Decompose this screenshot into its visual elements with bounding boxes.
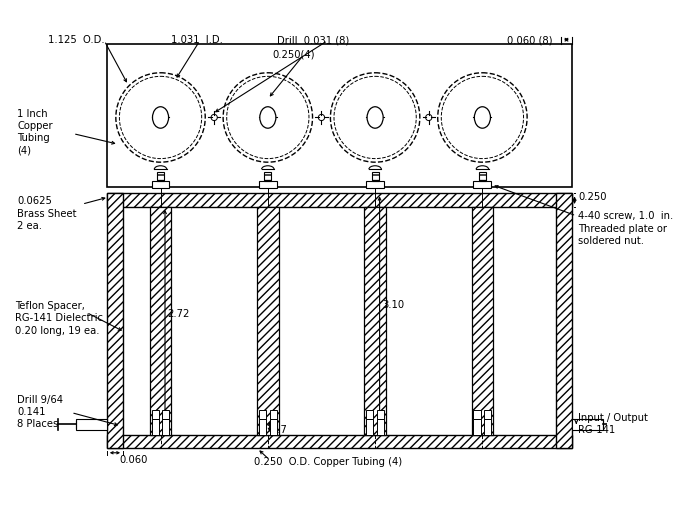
Text: 0.060: 0.060 bbox=[120, 455, 148, 465]
Bar bbox=[162, 419, 169, 435]
Bar bbox=[484, 419, 492, 435]
Bar bbox=[259, 410, 266, 419]
Bar bbox=[107, 193, 123, 448]
Ellipse shape bbox=[260, 107, 276, 128]
Bar bbox=[107, 435, 572, 448]
Bar bbox=[152, 410, 158, 419]
Bar bbox=[572, 419, 603, 429]
Bar bbox=[473, 410, 481, 419]
Bar bbox=[76, 419, 107, 429]
Text: 0.250: 0.250 bbox=[578, 192, 607, 202]
Bar bbox=[259, 419, 266, 435]
Text: 4-40 screw, 1.0  in.
Threaded plate or
soldered nut.: 4-40 screw, 1.0 in. Threaded plate or so… bbox=[578, 211, 674, 246]
Bar bbox=[257, 207, 278, 435]
Bar bbox=[366, 410, 373, 419]
Bar bbox=[259, 181, 277, 188]
Text: 1.031  I.D.: 1.031 I.D. bbox=[171, 35, 223, 45]
Bar bbox=[372, 172, 378, 181]
Bar bbox=[264, 172, 271, 181]
Text: 1 Inch
Copper
Tubing
(4): 1 Inch Copper Tubing (4) bbox=[18, 109, 53, 156]
Bar bbox=[152, 181, 169, 188]
Text: Drill 9/64
0.141
8 Places: Drill 9/64 0.141 8 Places bbox=[18, 395, 64, 429]
Bar bbox=[377, 419, 384, 435]
Bar bbox=[157, 172, 164, 181]
Text: 1.125  O.D.: 1.125 O.D. bbox=[48, 35, 104, 45]
Text: 0.250  O.D. Copper Tubing (4): 0.250 O.D. Copper Tubing (4) bbox=[254, 457, 401, 467]
Bar bbox=[484, 410, 492, 419]
Text: 0.0625
Brass Sheet
2 ea.: 0.0625 Brass Sheet 2 ea. bbox=[18, 196, 77, 231]
Bar bbox=[473, 181, 492, 188]
Text: Input / Output
RG-141: Input / Output RG-141 bbox=[578, 412, 648, 435]
Text: 0.7: 0.7 bbox=[271, 425, 287, 435]
Bar bbox=[473, 419, 481, 435]
Bar bbox=[556, 193, 572, 448]
Text: 0.060 (8): 0.060 (8) bbox=[506, 35, 552, 45]
Bar bbox=[472, 207, 493, 435]
Bar bbox=[107, 193, 572, 207]
Bar bbox=[366, 419, 373, 435]
Text: 0.250(4): 0.250(4) bbox=[272, 49, 315, 59]
Bar bbox=[366, 181, 384, 188]
Bar bbox=[479, 172, 486, 181]
Bar bbox=[150, 207, 171, 435]
Ellipse shape bbox=[367, 107, 383, 128]
Bar bbox=[364, 207, 386, 435]
Text: 2.72: 2.72 bbox=[168, 309, 190, 319]
Bar bbox=[377, 410, 384, 419]
Text: Teflon Spacer,
RG-141 Dielectric
0.20 long, 19 ea.: Teflon Spacer, RG-141 Dielectric 0.20 lo… bbox=[15, 301, 103, 335]
Bar bbox=[269, 419, 277, 435]
Text: 3.10: 3.10 bbox=[383, 300, 404, 310]
Bar bbox=[269, 410, 277, 419]
Bar bbox=[162, 410, 169, 419]
Ellipse shape bbox=[152, 107, 169, 128]
Bar bbox=[107, 44, 572, 187]
Bar bbox=[152, 419, 158, 435]
Text: Drill  0.031 (8): Drill 0.031 (8) bbox=[277, 35, 349, 45]
Ellipse shape bbox=[475, 107, 490, 128]
